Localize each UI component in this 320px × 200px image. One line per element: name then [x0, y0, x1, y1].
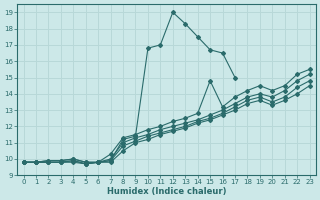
- X-axis label: Humidex (Indice chaleur): Humidex (Indice chaleur): [107, 187, 226, 196]
